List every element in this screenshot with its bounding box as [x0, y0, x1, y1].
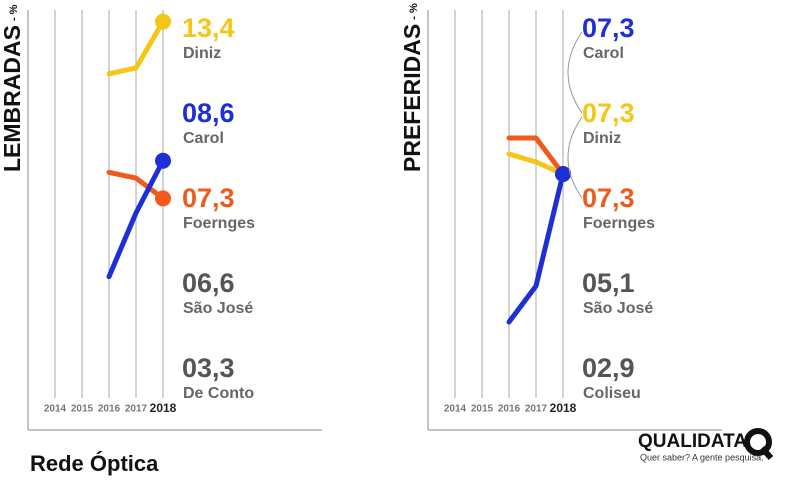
value-label: 06,6 [182, 268, 235, 298]
value-label: 08,6 [182, 98, 235, 128]
x-tick-label: 2014 [444, 404, 467, 415]
x-tick-label: 2015 [471, 404, 494, 415]
series-line [506, 151, 566, 177]
x-tick-label: 2016 [498, 404, 521, 415]
x-tick-label: 2017 [525, 404, 548, 415]
value-label: 07,3 [582, 13, 635, 43]
end-dot [555, 166, 571, 182]
x-tick-label: 2015 [71, 404, 94, 415]
series-name: Coliseu [583, 385, 641, 402]
y-axis-title: PREFERIDAS - % [399, 3, 425, 172]
y-axis-label: LEMBRADAS [0, 25, 25, 172]
end-dot [155, 13, 171, 30]
series-name: Diniz [183, 45, 221, 62]
logo-tagline: Quer saber? A gente pesquisa. [640, 452, 764, 462]
value-label: 07,3 [182, 183, 235, 213]
y-axis-unit: - % [408, 3, 420, 20]
series-name: São José [583, 300, 653, 317]
value-label: 03,3 [182, 353, 235, 383]
y-axis-label: PREFERIDAS [399, 24, 425, 172]
footer-title: Rede Óptica [30, 451, 159, 476]
series-name: Carol [183, 130, 224, 147]
end-dot [155, 152, 171, 169]
x-tick-label: 2014 [44, 404, 67, 415]
value-label: 07,3 [582, 98, 635, 128]
series-name: São José [183, 300, 253, 317]
series-name: De Conto [183, 385, 254, 402]
series-name: Diniz [583, 130, 621, 147]
x-tick-label: 2018 [550, 401, 577, 415]
x-tick-label: 2017 [125, 404, 148, 415]
x-tick-label: 2016 [98, 404, 121, 415]
series-line [506, 135, 566, 177]
logo-name: QUALIDATA [638, 431, 747, 452]
series-name: Foernges [183, 215, 255, 232]
y-axis-unit: - % [8, 4, 20, 21]
value-label: 05,1 [582, 268, 635, 298]
series-line [106, 19, 166, 77]
logo-icon [744, 428, 772, 456]
y-axis-title: LEMBRADAS - % [0, 4, 25, 172]
value-label: 07,3 [582, 183, 635, 213]
series-line [106, 169, 166, 201]
end-dot [155, 190, 171, 207]
series-line [506, 171, 566, 325]
x-tick-label: 2018 [150, 401, 177, 415]
value-label: 02,9 [582, 353, 635, 383]
tie-arc [567, 31, 583, 114]
series-line [106, 158, 166, 280]
series-name: Carol [583, 45, 624, 62]
tie-arc [567, 116, 583, 199]
series-name: Foernges [583, 215, 655, 232]
logo-icon-tail [759, 445, 774, 461]
value-label: 13,4 [182, 13, 235, 43]
